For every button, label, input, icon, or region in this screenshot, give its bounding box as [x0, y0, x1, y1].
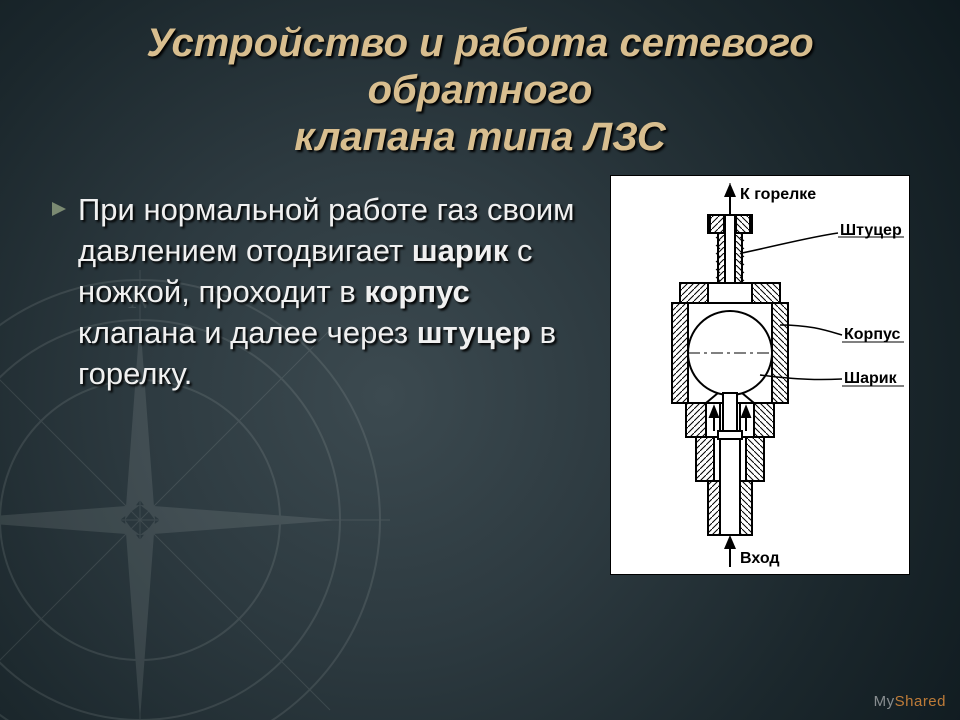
watermark: MyShared	[874, 693, 946, 710]
watermark-part2: Shared	[895, 693, 946, 710]
bullet-text: При нормальной работе газ своим давление…	[78, 190, 590, 395]
body-text-area: При нормальной работе газ своим давление…	[50, 190, 590, 395]
bold-term: штуцер	[417, 315, 531, 350]
label-ball-text: Шарик	[844, 370, 898, 387]
label-bottom: Вход	[724, 535, 780, 567]
label-fitting-text: Штуцер	[840, 222, 902, 239]
watermark-part1: My	[874, 693, 895, 710]
bold-term: корпус	[364, 274, 469, 309]
bold-term: шарик	[412, 233, 509, 268]
title-line-3: клапана типа ЛЗС	[294, 115, 665, 159]
label-fitting: Штуцер	[742, 222, 904, 253]
label-bottom-text: Вход	[740, 550, 780, 567]
label-body: Корпус	[780, 325, 904, 343]
valve-diagram: К горелке	[610, 175, 910, 575]
slide-title: Устройство и работа сетевого обратного к…	[0, 20, 960, 162]
title-line-2: обратного	[368, 68, 593, 112]
label-top-text: К горелке	[740, 186, 816, 203]
valve-diagram-svg: К горелке	[610, 175, 910, 575]
label-top: К горелке	[724, 183, 816, 215]
slide: N S Устройство и работа сетевого обратно…	[0, 0, 960, 720]
bullet-marker-icon	[50, 190, 78, 218]
label-body-text: Корпус	[844, 326, 900, 343]
text-run: клапана и далее через	[78, 315, 417, 350]
bullet-item: При нормальной работе газ своим давление…	[50, 190, 590, 395]
title-line-1: Устройство и работа сетевого	[146, 21, 813, 65]
